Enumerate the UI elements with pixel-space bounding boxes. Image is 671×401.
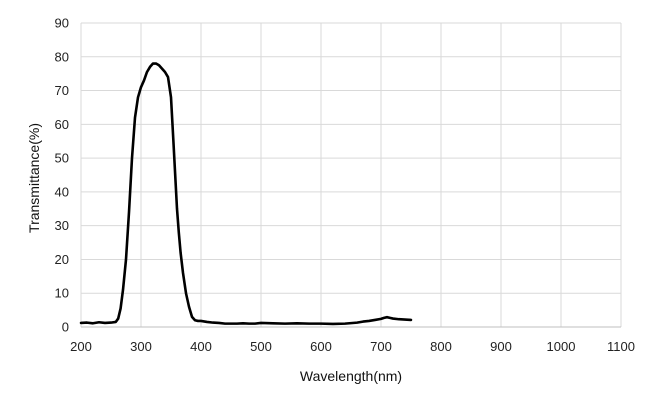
- y-tick-label: 40: [55, 184, 69, 199]
- y-tick-label: 50: [55, 151, 69, 166]
- x-tick-label: 200: [70, 339, 92, 354]
- y-tick-label: 70: [55, 83, 69, 98]
- x-tick-label: 700: [370, 339, 392, 354]
- x-tick-label: 400: [190, 339, 212, 354]
- grid-layer: [80, 22, 622, 328]
- transmittance-series-line: [79, 62, 413, 326]
- y-axis-title: Transmittance(%): [26, 123, 42, 233]
- series-layer: [79, 62, 413, 326]
- x-tick-label: 1100: [607, 339, 635, 354]
- label-layer: Wavelength(nm) Transmittance(%) 0 10 20 30 4…: [26, 16, 635, 385]
- x-tick-label: 300: [130, 339, 152, 354]
- x-tick-label: 800: [430, 339, 452, 354]
- y-tick-label: 0: [62, 320, 69, 335]
- y-tick-label: 20: [55, 252, 69, 267]
- x-tick-label: 1000: [547, 339, 576, 354]
- x-tick-label: 900: [490, 339, 512, 354]
- y-tick-label: 30: [55, 218, 69, 233]
- x-tick-label: 500: [250, 339, 272, 354]
- y-tick-label: 90: [55, 16, 69, 31]
- x-axis-title: Wavelength(nm): [300, 368, 402, 384]
- y-tick-label: 80: [55, 49, 69, 64]
- x-tick-label: 600: [310, 339, 332, 354]
- y-tick-label: 60: [55, 117, 69, 132]
- y-tick-label: 10: [55, 286, 69, 301]
